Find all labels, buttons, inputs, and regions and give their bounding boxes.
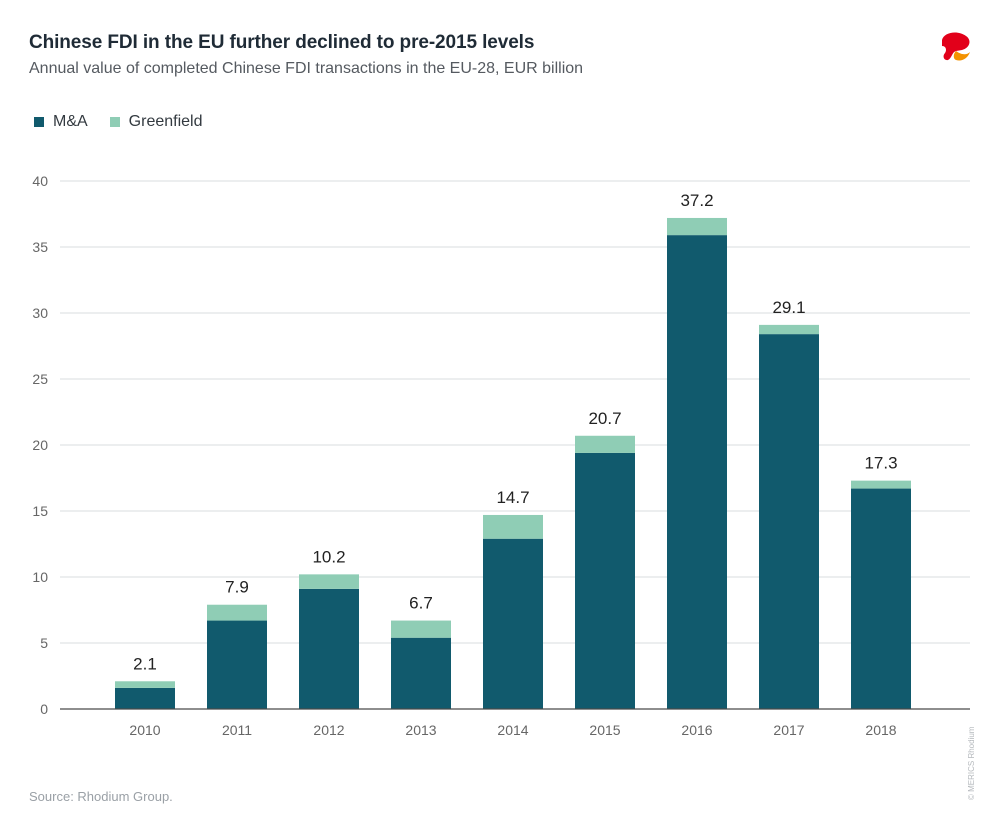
y-tick-label-10: 10 xyxy=(32,569,48,585)
bar-ma-2013 xyxy=(391,637,451,709)
x-tick-label-2018: 2018 xyxy=(865,722,896,738)
legend-swatch-greenfield xyxy=(109,117,120,127)
chart-title: Chinese FDI in the EU further declined t… xyxy=(29,32,535,53)
bar-ma-2010 xyxy=(115,687,175,709)
x-tick-label-2016: 2016 xyxy=(681,722,712,738)
legend-label-greenfield: Greenfield xyxy=(128,113,203,130)
bar-ma-2014 xyxy=(483,538,543,709)
total-label-2010: 2.1 xyxy=(133,654,157,673)
bar-ma-2017 xyxy=(759,334,819,709)
y-tick-label-25: 25 xyxy=(32,371,48,387)
y-tick-label-5: 5 xyxy=(40,635,48,651)
bar-ma-2012 xyxy=(299,588,359,709)
total-label-2016: 37.2 xyxy=(680,191,713,210)
bar-greenfield-2013 xyxy=(391,620,451,638)
legend: M&A Greenfield xyxy=(34,113,219,131)
x-tick-label-2013: 2013 xyxy=(405,722,436,738)
bar-greenfield-2016 xyxy=(667,217,727,236)
bar-greenfield-2017 xyxy=(759,324,819,335)
total-label-2011: 7.9 xyxy=(225,578,249,597)
bar-greenfield-2015 xyxy=(575,435,635,453)
y-tick-label-30: 30 xyxy=(32,305,48,321)
legend-item-greenfield: Greenfield xyxy=(109,113,203,131)
bar-greenfield-2012 xyxy=(299,574,359,589)
chart-subtitle: Annual value of completed Chinese FDI tr… xyxy=(29,60,584,77)
bar-ma-2016 xyxy=(667,235,727,709)
total-label-2012: 10.2 xyxy=(312,547,345,566)
source-note: Source: Rhodium Group. xyxy=(29,789,173,804)
legend-label-ma: M&A xyxy=(53,113,88,130)
x-tick-label-2015: 2015 xyxy=(589,722,620,738)
x-tick-label-2010: 2010 xyxy=(129,722,160,738)
legend-swatch-ma xyxy=(34,117,44,127)
credit-note: © MERICS Rhodium xyxy=(967,726,976,800)
x-tick-label-2012: 2012 xyxy=(313,722,344,738)
bar-ma-2018 xyxy=(851,488,911,709)
x-tick-label-2017: 2017 xyxy=(773,722,804,738)
bar-ma-2015 xyxy=(575,452,635,709)
x-tick-label-2014: 2014 xyxy=(497,722,528,738)
total-label-2013: 6.7 xyxy=(409,594,433,613)
x-tick-label-2011: 2011 xyxy=(222,722,252,738)
merics-logo-icon xyxy=(942,32,970,61)
total-label-2015: 20.7 xyxy=(588,409,621,428)
y-tick-label-40: 40 xyxy=(32,173,48,189)
total-label-2014: 14.7 xyxy=(496,488,529,507)
legend-item-ma: M&A xyxy=(34,113,88,131)
y-tick-label-35: 35 xyxy=(32,239,48,255)
total-label-2018: 17.3 xyxy=(864,454,897,473)
total-label-2017: 29.1 xyxy=(772,298,805,317)
bar-greenfield-2010 xyxy=(115,681,175,688)
y-tick-label-20: 20 xyxy=(32,437,48,453)
y-tick-label-15: 15 xyxy=(32,503,48,519)
bar-greenfield-2011 xyxy=(207,604,267,621)
bar-greenfield-2018 xyxy=(851,480,911,489)
y-tick-label-0: 0 xyxy=(40,701,48,717)
bar-greenfield-2014 xyxy=(483,514,543,539)
bar-ma-2011 xyxy=(207,620,267,709)
